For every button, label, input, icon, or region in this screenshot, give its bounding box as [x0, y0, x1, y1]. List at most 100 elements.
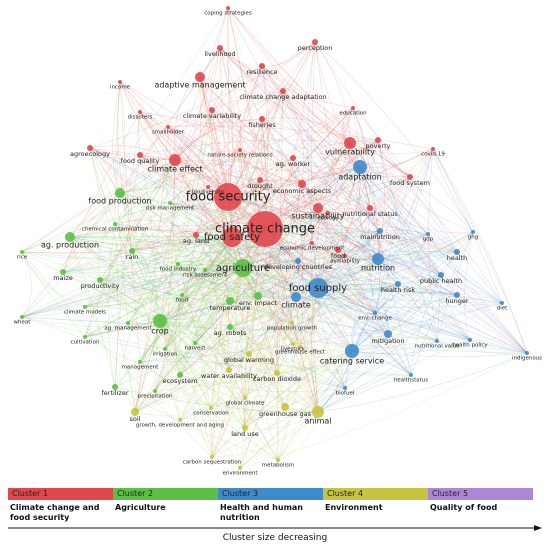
edge: [227, 7, 319, 413]
edge: [244, 107, 354, 399]
edge: [159, 320, 241, 469]
edge: [21, 297, 231, 318]
edge: [297, 183, 306, 262]
edge: [21, 242, 313, 318]
node-label: healthstatus: [394, 378, 428, 384]
edge: [114, 283, 399, 388]
edge: [154, 179, 261, 392]
node-label: smallholder: [152, 130, 185, 136]
edge: [154, 320, 165, 392]
edge: [227, 196, 319, 413]
edge: [317, 148, 434, 289]
node: [291, 342, 295, 346]
node: [217, 45, 223, 51]
edge: [89, 147, 176, 161]
edge: [181, 294, 230, 371]
edge: [299, 139, 379, 348]
edge: [359, 166, 399, 285]
edge: [351, 258, 379, 352]
edge: [351, 339, 471, 355]
edge: [349, 142, 434, 154]
node: [313, 203, 323, 213]
edge: [69, 234, 197, 246]
edge: [179, 267, 244, 376]
node: [290, 321, 294, 325]
edge: [89, 147, 371, 209]
edge: [139, 111, 458, 253]
node-label: greenhouse effect: [275, 350, 326, 356]
edge: [359, 166, 503, 304]
edge: [244, 350, 353, 429]
node-label: health risk: [381, 286, 416, 294]
edge: [211, 387, 346, 458]
edge: [264, 228, 412, 376]
edge: [227, 7, 297, 298]
edge: [114, 154, 141, 388]
edge: [317, 287, 412, 376]
edge: [89, 147, 301, 348]
edge: [167, 126, 233, 238]
node-label: gdp: [423, 237, 434, 243]
edge: [119, 139, 379, 194]
node-label: conservation: [193, 411, 229, 417]
edge: [337, 230, 381, 253]
edge: [244, 118, 263, 429]
node: [65, 232, 75, 242]
node-label: ag. management: [104, 326, 152, 332]
edge: [119, 192, 233, 238]
edge: [21, 251, 250, 355]
node: [257, 177, 263, 183]
edge: [211, 411, 319, 458]
edge: [204, 90, 284, 271]
legend-description: Climate change and food security: [10, 503, 100, 522]
edge: [84, 111, 141, 338]
edge: [219, 47, 233, 198]
edge: [134, 148, 434, 413]
edge: [114, 320, 161, 388]
edge: [204, 269, 246, 399]
node: [238, 148, 242, 152]
edge: [344, 294, 458, 389]
edge: [21, 260, 299, 318]
edge: [359, 166, 429, 235]
edge: [344, 258, 379, 389]
edge: [69, 236, 179, 265]
edge: [211, 109, 528, 354]
edge: [204, 269, 293, 324]
node: [454, 249, 460, 255]
edge: [114, 386, 279, 461]
edge: [317, 230, 381, 289]
edge: [248, 353, 319, 413]
edge: [377, 258, 528, 354]
edge: [211, 322, 293, 458]
node: [112, 384, 118, 390]
edge: [89, 147, 229, 198]
edge: [21, 316, 161, 328]
edge: [21, 316, 471, 341]
edge: [164, 236, 233, 350]
edge: [62, 236, 233, 273]
edge: [264, 228, 438, 342]
edge: [204, 139, 379, 271]
edge: [139, 361, 279, 461]
edge: [119, 192, 246, 399]
node-label: coping strategies: [204, 11, 252, 17]
edge: [84, 207, 319, 338]
edge: [62, 271, 293, 324]
edge: [227, 196, 371, 214]
edge: [139, 154, 233, 238]
edge: [174, 41, 316, 161]
edge: [69, 236, 339, 254]
edge: [211, 47, 221, 458]
edge: [352, 107, 458, 253]
edge: [291, 258, 379, 324]
node-label: risk management: [146, 206, 195, 212]
edge: [179, 230, 381, 376]
edge: [282, 90, 304, 185]
edge: [344, 207, 371, 257]
edge: [301, 183, 399, 285]
edge: [219, 47, 442, 276]
edge: [62, 259, 299, 273]
edge: [174, 159, 261, 181]
edge: [259, 65, 269, 181]
